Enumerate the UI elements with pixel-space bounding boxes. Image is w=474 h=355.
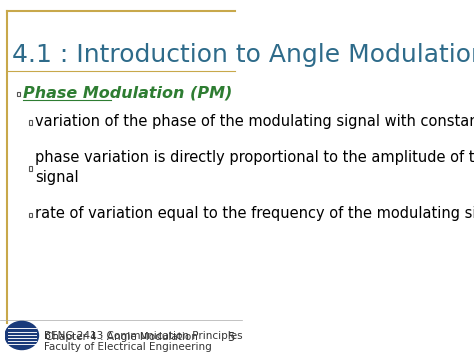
Bar [29, 120, 32, 125]
Text: Chapter 4 : Angle Modulation: Chapter 4 : Angle Modulation [45, 332, 198, 342]
Circle shape [5, 321, 38, 350]
Bar [17, 92, 20, 96]
Bar [29, 213, 32, 217]
Text: Faculty of Electrical Engineering: Faculty of Electrical Engineering [44, 342, 211, 351]
Bar [29, 166, 32, 171]
Text: phase variation is directly proportional to the amplitude of the modulating
sign: phase variation is directly proportional… [35, 150, 474, 185]
Text: rate of variation equal to the frequency of the modulating signal: rate of variation equal to the frequency… [35, 206, 474, 221]
Text: BENG 2413 Communication Principles: BENG 2413 Communication Principles [44, 331, 242, 341]
Text: 4.1 : Introduction to Angle Modulation: 4.1 : Introduction to Angle Modulation [12, 43, 474, 67]
Text: Phase Modulation (PM): Phase Modulation (PM) [23, 86, 232, 100]
Text: variation of the phase of the modulating signal with constant amplitude: variation of the phase of the modulating… [35, 114, 474, 129]
Text: 5: 5 [228, 331, 235, 344]
